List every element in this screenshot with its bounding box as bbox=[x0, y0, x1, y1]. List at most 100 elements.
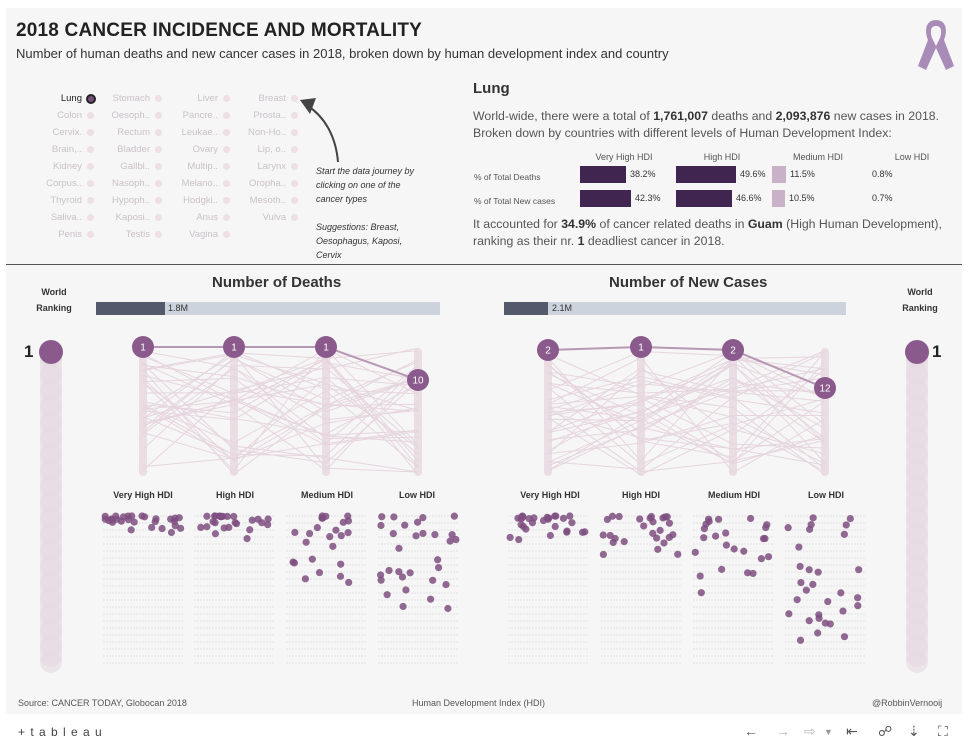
cases-country-dot bbox=[506, 533, 514, 542]
cancer-dot-icon bbox=[291, 180, 298, 187]
cancer-type-rectum[interactable]: Rectum bbox=[90, 126, 162, 140]
cases-country-dot bbox=[517, 521, 525, 529]
deaths-country-dot bbox=[197, 523, 205, 532]
cancer-type-anus[interactable]: Anus bbox=[158, 211, 230, 225]
cancer-type-vulva[interactable]: Vulva bbox=[226, 211, 298, 225]
cancer-type-cervix[interactable]: Cervix. bbox=[22, 126, 94, 140]
cancer-type-larynx[interactable]: Larynx bbox=[226, 160, 298, 174]
share-icon[interactable]: ☍ bbox=[878, 723, 893, 739]
cancer-type-ovary[interactable]: Ovary bbox=[158, 143, 230, 157]
cancer-type-multip[interactable]: Multip.. bbox=[158, 160, 230, 174]
cases-country-dot bbox=[691, 548, 699, 556]
cancer-type-lung[interactable]: Lung bbox=[22, 92, 96, 106]
cancer-type-bladder[interactable]: Bladder bbox=[90, 143, 162, 157]
cancer-type-pancre[interactable]: Pancre.. bbox=[158, 109, 230, 123]
cancer-dot-icon bbox=[223, 112, 230, 119]
deaths-total-label: 1.8M bbox=[168, 303, 189, 313]
cancer-type-penis[interactable]: Penis bbox=[22, 228, 94, 242]
summary-end: new cases in 2018. bbox=[833, 109, 940, 123]
deaths-country-dot bbox=[130, 518, 138, 526]
ranking-position-dot bbox=[40, 459, 62, 481]
cancer-type-hypoph[interactable]: Hypoph.. bbox=[90, 194, 162, 208]
deaths-country-dot bbox=[452, 535, 460, 544]
fullscreen-icon[interactable]: ⛶ bbox=[938, 723, 948, 739]
deaths-total-bar: 1.8M bbox=[96, 302, 440, 315]
cancer-dot-icon bbox=[155, 146, 162, 153]
deaths-country-dot bbox=[429, 576, 437, 584]
deaths-country-dot bbox=[117, 517, 125, 525]
cancer-type-oropha[interactable]: Oropha.. bbox=[226, 177, 298, 191]
cancer-type-hodgki[interactable]: Hodgki.. bbox=[158, 194, 230, 208]
revert-icon[interactable]: ⇨ bbox=[804, 723, 816, 739]
cancer-type-liver[interactable]: Liver bbox=[158, 92, 230, 106]
ranking-position-dot bbox=[906, 475, 928, 497]
deaths-other-cancer-line bbox=[142, 358, 419, 476]
hdi-percentage-bar[interactable] bbox=[580, 166, 626, 183]
cancer-type-non-ho[interactable]: Non-Ho.. bbox=[226, 126, 298, 140]
cancer-type-leukae[interactable]: Leukae.. bbox=[158, 126, 230, 140]
cancer-dot-icon bbox=[87, 180, 94, 187]
cancer-dot-icon bbox=[155, 197, 162, 204]
deaths-other-cancer-line bbox=[142, 350, 419, 420]
cases-other-cancer-line bbox=[547, 397, 826, 449]
cancer-type-saliva[interactable]: Saliva.. bbox=[22, 211, 94, 225]
deaths-country-dot bbox=[223, 512, 231, 521]
tableau-logo[interactable]: + t a b l e a u bbox=[18, 725, 103, 739]
cancer-type-kidney[interactable]: Kidney bbox=[22, 160, 94, 174]
cancer-type-vagina[interactable]: Vagina bbox=[158, 228, 230, 242]
deaths-country-dot bbox=[345, 578, 353, 587]
ranking-position-dot bbox=[906, 603, 928, 625]
cancer-dot-icon bbox=[155, 95, 162, 102]
revert-dropdown-icon[interactable]: ▼ bbox=[824, 727, 833, 737]
cancer-type-brain[interactable]: Brain,.. bbox=[22, 143, 94, 157]
cancer-type-mesoth[interactable]: Mesoth.. bbox=[226, 194, 298, 208]
deaths-other-cancer-line bbox=[142, 348, 419, 446]
tableau-toolbar: + t a b l e a u ← → ⇨ ▼ ⇤ ☍ ⇣ ⛶ bbox=[0, 716, 968, 747]
deaths-other-cancer-line bbox=[142, 363, 419, 471]
cancer-type-oesoph[interactable]: Oesoph.. bbox=[90, 109, 162, 123]
cancer-type-melano[interactable]: Melano.. bbox=[158, 177, 230, 191]
hdi-percentage-bar[interactable] bbox=[580, 190, 631, 207]
ranking-position-dot bbox=[906, 427, 928, 449]
undo-icon[interactable]: ← bbox=[744, 723, 758, 739]
country-text-2: of cancer related deaths in bbox=[599, 217, 745, 231]
cases-other-cancer-line bbox=[547, 364, 826, 440]
redo-icon[interactable]: → bbox=[776, 723, 790, 739]
cancer-type-colon[interactable]: Colon bbox=[22, 109, 94, 123]
cases-country-dot bbox=[525, 514, 533, 523]
cancer-dot-icon bbox=[87, 197, 94, 204]
cancer-type-selector: Lung Colon Cervix. Brain,.. Kidney Corpus.. Th… bbox=[16, 80, 466, 256]
cancer-type-label: Stomach bbox=[112, 93, 151, 104]
cases-rank-marker bbox=[537, 339, 559, 361]
cancer-type-thyroid[interactable]: Thyroid bbox=[22, 194, 94, 208]
cases-hdi-label-3: Low HDI bbox=[808, 490, 844, 500]
cancer-type-prosta[interactable]: Prosta.. bbox=[226, 109, 298, 123]
cancer-type-corpus[interactable]: Corpus.. bbox=[22, 177, 94, 191]
cancer-type-testis[interactable]: Testis bbox=[90, 228, 162, 242]
cases-country-dot bbox=[809, 580, 817, 588]
hdi-percentage-bar[interactable] bbox=[772, 190, 785, 207]
deaths-other-cancer-line bbox=[142, 355, 419, 395]
deaths-other-cancer-line bbox=[142, 367, 419, 435]
deaths-country-dot bbox=[402, 586, 410, 594]
world-ranking-label-right: World Ranking bbox=[890, 284, 950, 316]
cancer-type-lip-o[interactable]: Lip, o.. bbox=[226, 143, 298, 157]
cancer-type-nasoph[interactable]: Nasoph.. bbox=[90, 177, 162, 191]
ranking-position-dot bbox=[40, 491, 62, 513]
cancer-type-stomach[interactable]: Stomach bbox=[90, 92, 162, 106]
summary-intro: World-wide, there were a total of bbox=[473, 109, 650, 123]
cancer-type-gallbl[interactable]: Gallbl.. bbox=[90, 160, 162, 174]
cancer-type-breast[interactable]: Breast bbox=[226, 92, 298, 106]
cancer-dot-icon bbox=[87, 231, 94, 238]
deaths-country-dot bbox=[264, 515, 272, 523]
deaths-selected-line bbox=[143, 346, 419, 381]
download-icon[interactable]: ⇣ bbox=[908, 723, 920, 739]
hdi-percentage-bar[interactable] bbox=[676, 190, 732, 207]
cancer-dot-icon bbox=[155, 129, 162, 136]
cases-country-dot bbox=[854, 594, 862, 602]
cancer-type-kaposi[interactable]: Kaposi.. bbox=[90, 211, 162, 225]
reset-icon[interactable]: ⇤ bbox=[846, 723, 858, 739]
hdi-percentage-bar[interactable] bbox=[772, 166, 786, 183]
hdi-percentage-bar[interactable] bbox=[676, 166, 736, 183]
